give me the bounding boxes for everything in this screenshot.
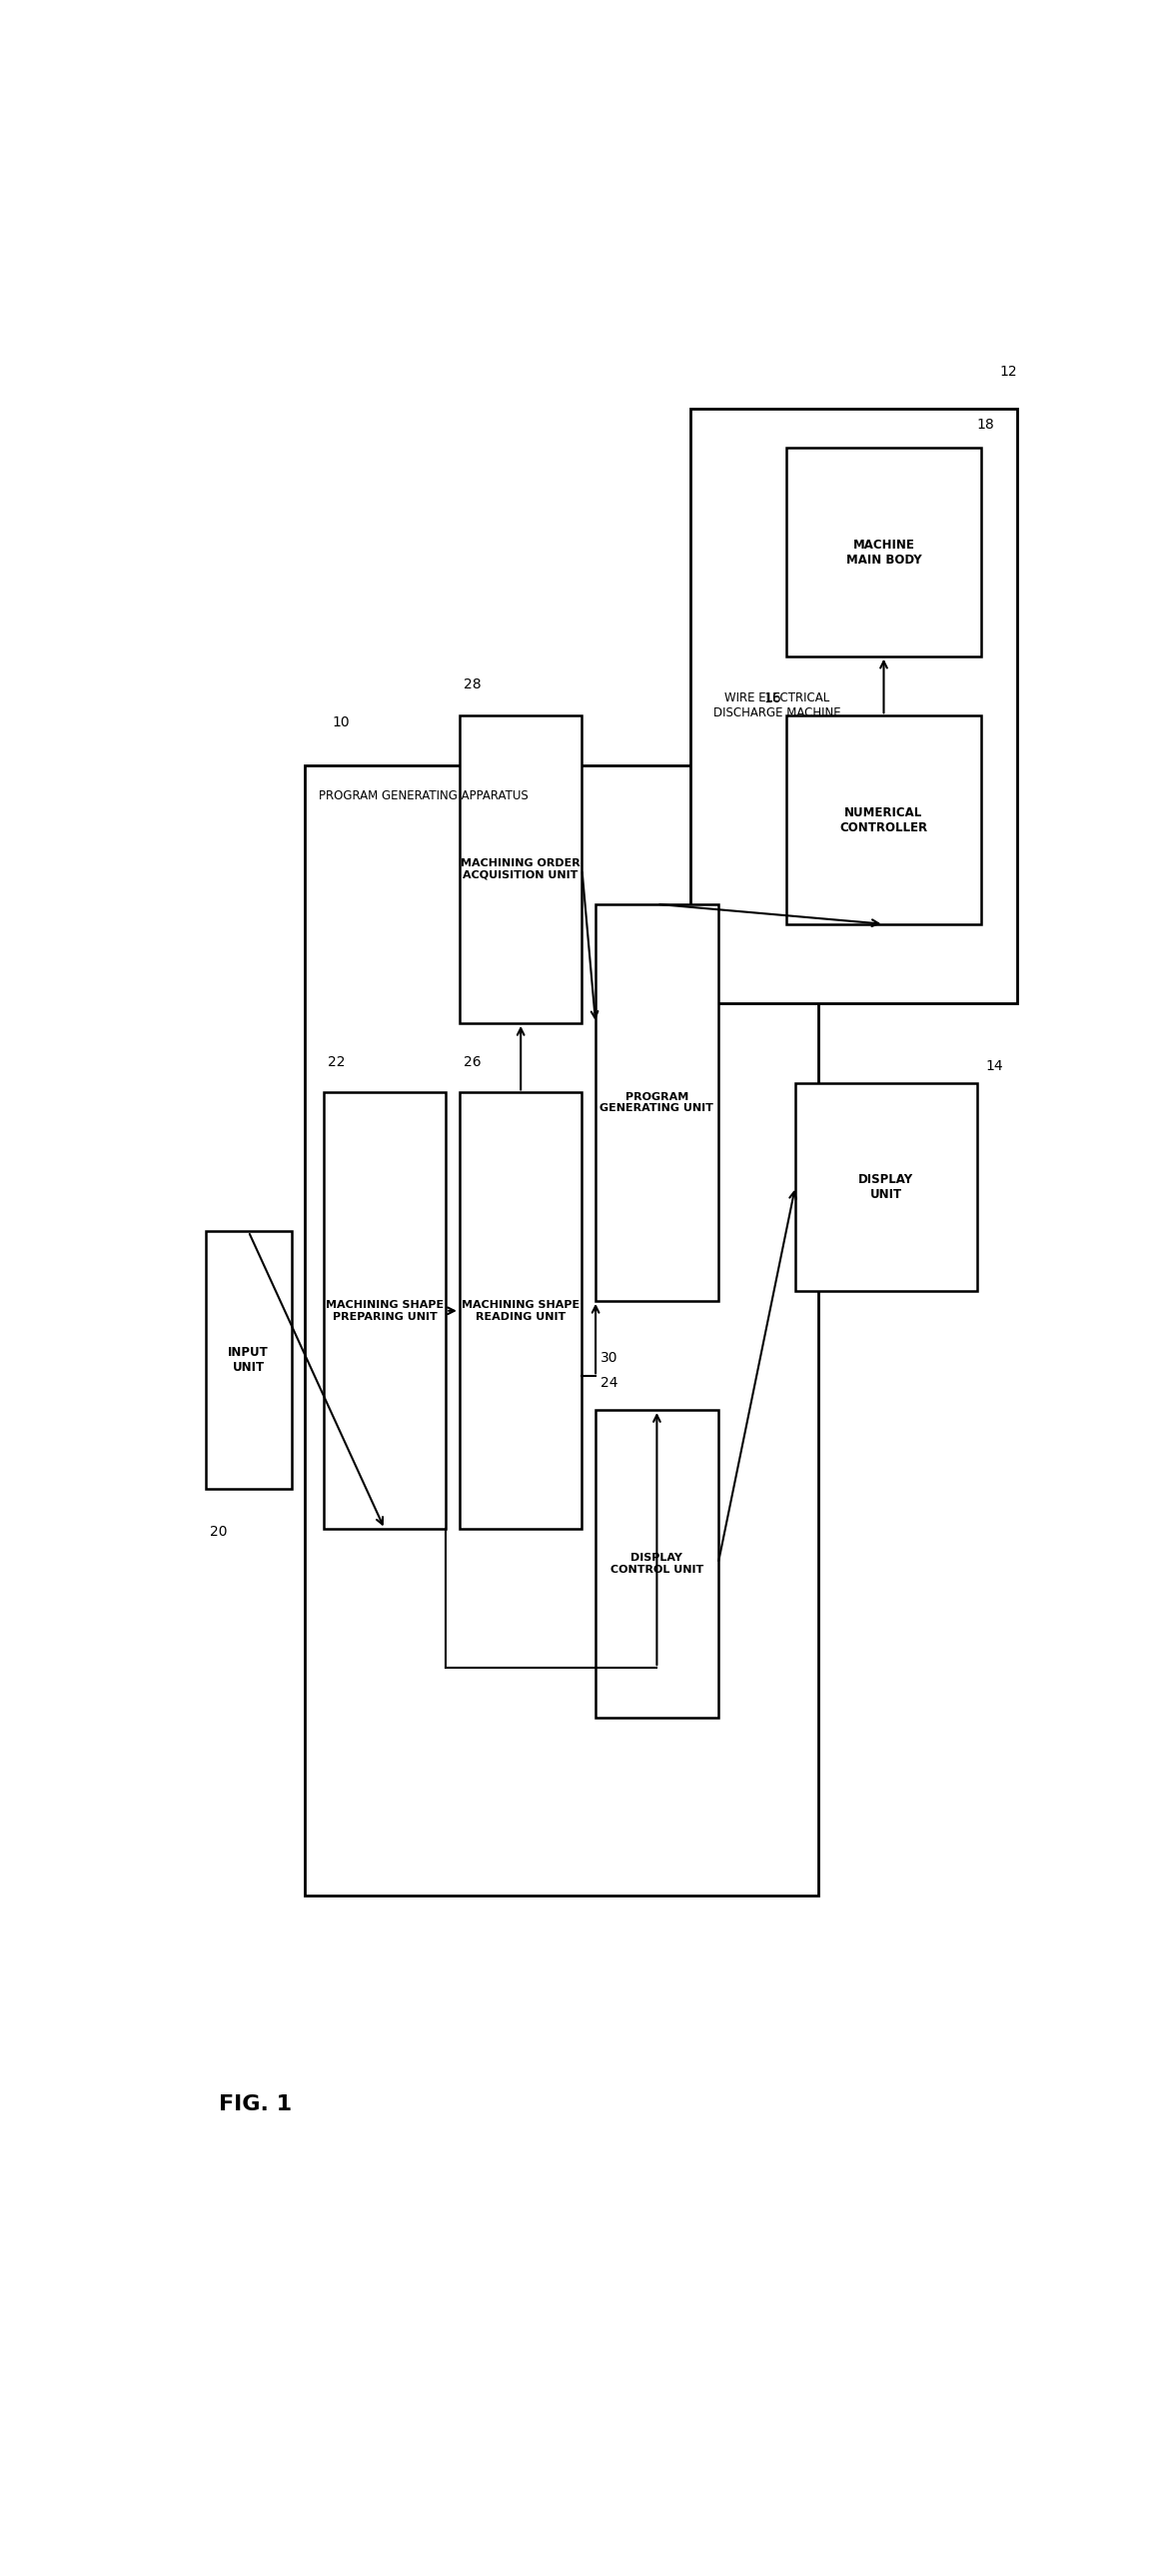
Text: PROGRAM
GENERATING UNIT: PROGRAM GENERATING UNIT [600,1092,714,1113]
Text: 28: 28 [464,677,481,693]
Text: WIRE ELECTRICAL
DISCHARGE MACHINE: WIRE ELECTRICAL DISCHARGE MACHINE [713,693,841,719]
Bar [205,1231,292,1489]
Text: INPUT
UNIT: INPUT UNIT [228,1347,269,1376]
Bar [306,765,817,1896]
Text: 30: 30 [600,1350,617,1365]
Bar [459,1092,582,1530]
Text: MACHINING ORDER
ACQUISITION UNIT: MACHINING ORDER ACQUISITION UNIT [461,858,581,881]
Bar [596,1409,718,1718]
Bar [786,448,981,657]
Bar [786,716,981,925]
Text: 26: 26 [464,1054,481,1069]
Text: 10: 10 [333,716,350,729]
Text: MACHINING SHAPE
PREPARING UNIT: MACHINING SHAPE PREPARING UNIT [326,1301,444,1321]
Bar [596,904,718,1301]
Bar [459,716,582,1023]
Text: MACHINE
MAIN BODY: MACHINE MAIN BODY [845,538,922,567]
Text: 12: 12 [999,366,1018,379]
Text: MACHINING SHAPE
READING UNIT: MACHINING SHAPE READING UNIT [461,1301,580,1321]
Text: DISPLAY
CONTROL UNIT: DISPLAY CONTROL UNIT [610,1553,704,1574]
Text: 18: 18 [977,417,994,433]
Text: 24: 24 [600,1376,617,1391]
Bar [795,1082,977,1291]
Bar [691,410,1018,1005]
Bar [323,1092,446,1530]
Text: 14: 14 [986,1059,1004,1072]
Text: 16: 16 [763,693,782,706]
Text: FIG. 1: FIG. 1 [219,2094,292,2115]
Text: NUMERICAL
CONTROLLER: NUMERICAL CONTROLLER [840,806,927,835]
Text: 22: 22 [328,1054,345,1069]
Text: DISPLAY
UNIT: DISPLAY UNIT [858,1172,913,1200]
Text: 20: 20 [210,1525,227,1538]
Text: PROGRAM GENERATING APPARATUS: PROGRAM GENERATING APPARATUS [319,788,528,801]
